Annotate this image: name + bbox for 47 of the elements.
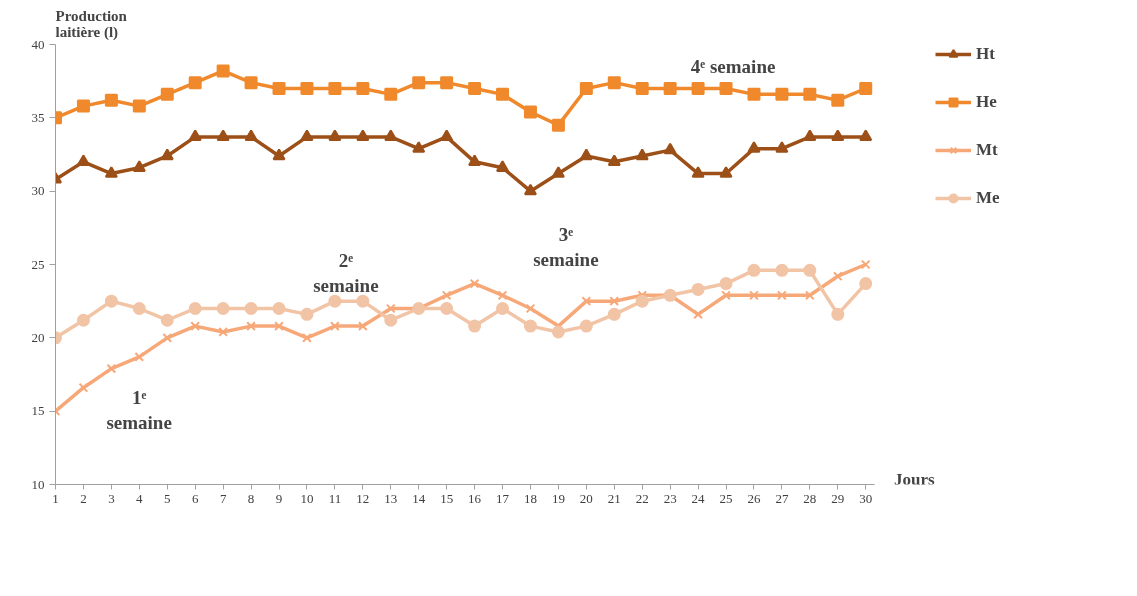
y-axis-title: Production laitière (l): [55, 7, 128, 41]
annotation: 3ᵉ semaine: [533, 223, 599, 270]
annotation: 4ᵉ semaine: [690, 56, 776, 77]
x-tick-label: 18: [523, 490, 537, 506]
x-tick-label: 28: [803, 490, 817, 506]
y-tick-label: 35: [31, 109, 45, 125]
legend-label: He: [976, 92, 997, 112]
x-tick-label: 3: [108, 490, 115, 506]
x-tick-label: 17: [496, 490, 510, 506]
x-tick-label: 26: [747, 490, 761, 506]
x-tick-label: 5: [164, 490, 171, 506]
x-tick-label: 13: [384, 490, 398, 506]
annotation: 1ᵉ semaine: [106, 386, 172, 433]
x-tick-label: 20: [579, 490, 593, 506]
legend-label: Ht: [976, 44, 996, 64]
x-tick-label: 11: [328, 490, 342, 506]
x-tick-label: 10: [300, 490, 314, 506]
x-tick-label: 2: [80, 490, 87, 506]
x-tick-label: 6: [191, 490, 199, 506]
x-tick-label: 4: [136, 490, 144, 506]
x-axis-title: Jours: [894, 469, 936, 489]
x-tick-label: 15: [440, 490, 454, 506]
y-tick-label: 40: [31, 36, 45, 52]
annotation: 2ᵉ semaine: [313, 250, 379, 297]
x-tick-label: 16: [468, 490, 482, 506]
x-tick-label: 23: [663, 490, 677, 506]
y-tick-label: 25: [31, 256, 45, 272]
legend-label: Me: [976, 188, 1000, 208]
x-tick-label: 7: [219, 490, 227, 506]
x-tick-label: 22: [635, 490, 649, 506]
x-tick-label: 24: [691, 490, 706, 506]
x-tick-label: 1: [52, 490, 59, 506]
x-tick-label: 27: [775, 490, 789, 506]
y-tick-label: 10: [31, 476, 45, 492]
x-tick-label: 12: [356, 490, 370, 506]
x-tick-label: 9: [275, 490, 283, 506]
x-tick-label: 19: [551, 490, 565, 506]
y-tick-label: 15: [31, 403, 45, 419]
y-tick-label: 20: [31, 329, 45, 345]
x-tick-label: 21: [607, 490, 621, 506]
y-tick-label: 30: [31, 183, 45, 199]
x-tick-label: 14: [412, 490, 426, 506]
x-tick-label: 8: [247, 490, 255, 506]
legend-label: Mt: [976, 140, 998, 160]
x-tick-label: 25: [719, 490, 733, 506]
x-tick-label: 29: [831, 490, 845, 506]
x-tick-label: 30: [859, 490, 873, 506]
